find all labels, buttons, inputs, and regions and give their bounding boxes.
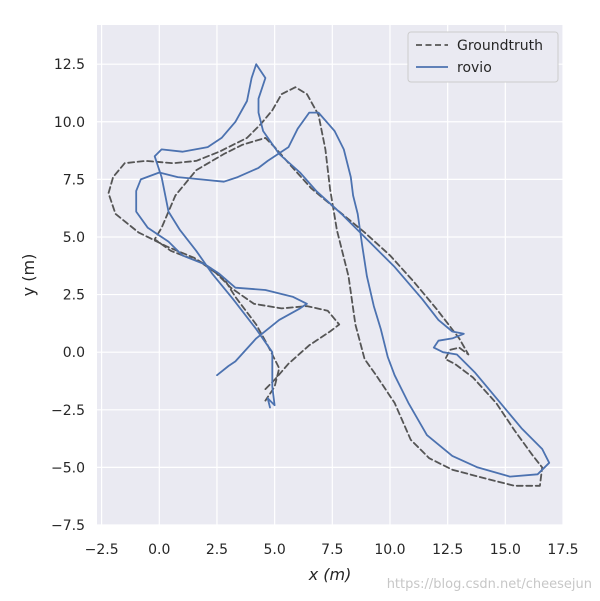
x-axis-label: x (m)	[308, 565, 352, 584]
x-tick-label: 17.5	[547, 542, 578, 558]
grid	[97, 25, 564, 526]
legend-label-rovio: rovio	[457, 60, 492, 76]
y-tick-label: 10.0	[54, 115, 85, 131]
y-tick-label: 7.5	[63, 172, 85, 188]
x-tick-label: 12.5	[432, 542, 463, 558]
series-lines	[107, 63, 551, 487]
y-tick-labels: −7.5 −5.0 −2.5 0.0 2.5 5.0 7.5 10.0 12.5	[51, 57, 85, 534]
watermark: https://blog.csdn.net/cheesejun	[387, 577, 592, 592]
y-tick-label: −7.5	[51, 518, 85, 534]
y-axis-label: y (m)	[19, 254, 38, 297]
x-tick-label: 10.0	[374, 542, 405, 558]
legend-label-groundtruth: Groundtruth	[457, 38, 543, 54]
x-tick-label: 7.5	[321, 542, 343, 558]
plot-background	[97, 25, 563, 525]
y-tick-label: −5.0	[51, 460, 85, 476]
x-tick-labels: −2.5 0.0 2.5 5.0 7.5 10.0 12.5 15.0 17.5	[85, 542, 579, 558]
x-tick-label: 2.5	[206, 542, 228, 558]
y-tick-label: 5.0	[63, 230, 85, 246]
x-tick-label: 15.0	[490, 542, 521, 558]
x-tick-label: 0.0	[148, 542, 170, 558]
y-tick-label: 12.5	[54, 57, 85, 73]
y-tick-label: 2.5	[63, 288, 85, 304]
series-line-rovio	[135, 63, 551, 478]
y-tick-label: −2.5	[51, 403, 85, 419]
y-tick-label: 0.0	[63, 345, 85, 361]
series-line-groundtruth	[107, 86, 544, 487]
x-tick-label: 5.0	[264, 542, 286, 558]
x-tick-label: −2.5	[85, 542, 119, 558]
legend: Groundtruth rovio	[407, 31, 559, 83]
